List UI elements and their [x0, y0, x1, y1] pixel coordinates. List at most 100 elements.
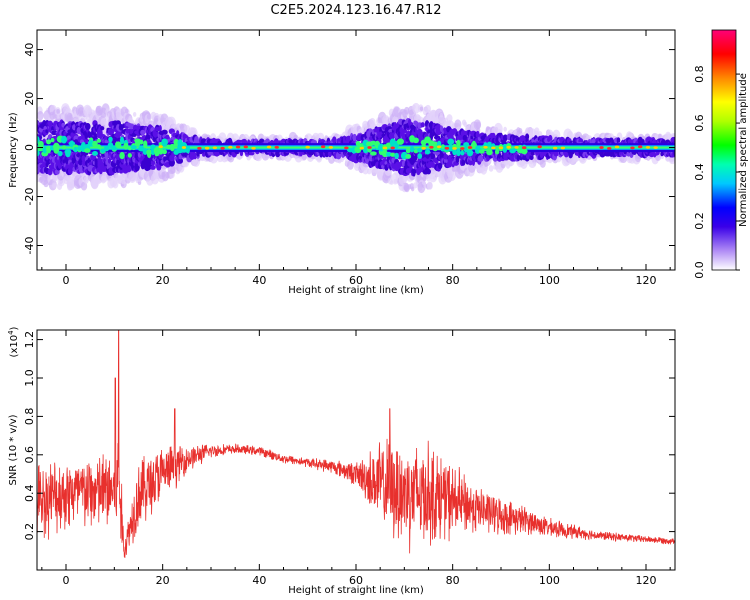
spectrogram-cloud — [502, 134, 508, 142]
spectrogram-cloud — [426, 168, 431, 175]
spectrogram-cloud — [443, 154, 449, 160]
spectrogram-blob — [162, 149, 168, 155]
spectrogram-blob — [394, 152, 399, 160]
spectrogram-cloud — [125, 166, 132, 173]
spectrogram-cloud — [420, 122, 425, 128]
spectrogram-blob — [405, 154, 412, 159]
spectrogram-hotspot — [235, 145, 241, 149]
spectrogram-haze — [170, 165, 176, 174]
spectrogram-cloud — [497, 153, 502, 159]
spectrogram-cloud — [439, 125, 444, 133]
spectrogram-hotspot — [328, 146, 334, 149]
spectrogram-blob — [83, 148, 91, 153]
spectrogram-hotspot — [522, 146, 527, 150]
spectrogram-haze — [170, 119, 174, 125]
spectrogram-haze — [37, 111, 44, 121]
spectrogram-blob — [173, 138, 179, 147]
spectrogram-hotspot — [429, 145, 434, 149]
spectrogram-blob — [61, 135, 68, 144]
spectrogram-hotspot — [444, 146, 450, 150]
spectrogram-haze — [146, 114, 151, 120]
spectrogram-blob — [487, 141, 492, 147]
spectrogram-blob — [424, 149, 431, 155]
spectrogram-blob — [470, 141, 477, 150]
spectrogram-hotspot — [514, 145, 519, 149]
spectrogram-cloud — [39, 131, 44, 136]
spectrogram-haze — [132, 112, 137, 117]
spectrogram-hotspot — [452, 146, 457, 150]
spectrogram-xtick-label: 20 — [156, 274, 170, 287]
spectrogram-haze — [70, 183, 75, 189]
spectrogram-hotspot — [607, 146, 612, 150]
spectrogram-blob — [479, 149, 484, 154]
spectrogram-blob — [50, 137, 55, 143]
spectrogram-haze — [419, 106, 424, 112]
spectrogram-hotspot — [228, 145, 233, 149]
spectrogram-blob — [61, 145, 67, 150]
spectrogram-cloud — [627, 138, 633, 145]
spectrogram-blob — [386, 151, 392, 157]
spectrogram-blob — [169, 144, 175, 152]
spectrogram-blob — [502, 147, 508, 153]
spectrogram-hotspot — [614, 145, 620, 149]
spectrogram-cloud — [84, 123, 91, 130]
spectrogram-hotspot — [506, 145, 511, 149]
spectrogram-cloud — [529, 154, 534, 161]
spectrogram-blob — [396, 138, 404, 145]
spectrogram-blob — [108, 136, 113, 143]
spectrogram-hotspot — [243, 145, 248, 149]
spectrogram-hotspot — [498, 146, 504, 150]
spectrogram-cloud — [194, 136, 199, 142]
spectrogram-blob — [41, 151, 49, 157]
spectrogram-haze — [447, 169, 457, 182]
spectrogram-blob — [150, 144, 156, 150]
spectrogram-blob — [486, 148, 493, 156]
spectrogram-blob — [100, 148, 106, 154]
spectrogram-hotspot — [320, 145, 326, 149]
spectrogram-cloud — [578, 138, 583, 143]
spectrogram-hotspot — [560, 146, 566, 150]
spectrogram-haze — [412, 102, 420, 114]
spectrogram-hotspot — [212, 146, 218, 150]
spectrogram-cloud — [461, 159, 466, 166]
spectrogram-blob — [42, 146, 48, 154]
spectrogram-haze — [100, 118, 107, 127]
spectrogram-blob — [409, 146, 415, 153]
spectrogram-haze — [83, 176, 89, 184]
spectrogram-blob — [143, 140, 148, 148]
spectrogram-hotspot — [158, 145, 163, 149]
spectrogram-cloud — [161, 129, 168, 135]
spectrogram-hotspot — [436, 145, 442, 149]
spectrogram-haze — [438, 115, 445, 124]
spectrogram-haze — [112, 180, 119, 189]
spectrogram-blob — [161, 138, 168, 146]
spectrogram-cloud — [394, 161, 402, 169]
spectrogram-haze — [128, 171, 137, 183]
spectrogram-blob — [107, 142, 114, 149]
spectrogram-cloud — [158, 124, 162, 132]
spectrogram-hotspot — [390, 146, 395, 150]
spectrogram-haze — [124, 108, 129, 114]
spectrogram-blob — [154, 152, 160, 157]
spectrogram-cloud — [468, 160, 473, 165]
spectrogram-haze — [532, 161, 537, 167]
spectrogram-hotspot — [204, 146, 210, 150]
spectrogram-blob — [157, 147, 164, 155]
spectrogram-cloud — [107, 127, 115, 136]
spectrogram-blob — [96, 144, 102, 150]
spectrogram-cloud — [193, 152, 197, 160]
spectrogram-haze — [475, 121, 481, 129]
spectrogram-blob — [46, 145, 52, 154]
spectrogram-haze — [427, 181, 433, 190]
spectrogram-cloud — [128, 123, 135, 130]
spectrogram-blob — [120, 136, 125, 145]
spectrogram-cloud — [319, 150, 324, 158]
spectrogram-xtick-label: 40 — [252, 274, 266, 287]
spectrogram-blob — [428, 140, 435, 147]
spectrogram-cloud — [140, 129, 146, 136]
spectrogram-blob — [114, 141, 122, 148]
spectrogram-hotspot — [630, 146, 635, 150]
spectrogram-blob — [134, 138, 141, 143]
